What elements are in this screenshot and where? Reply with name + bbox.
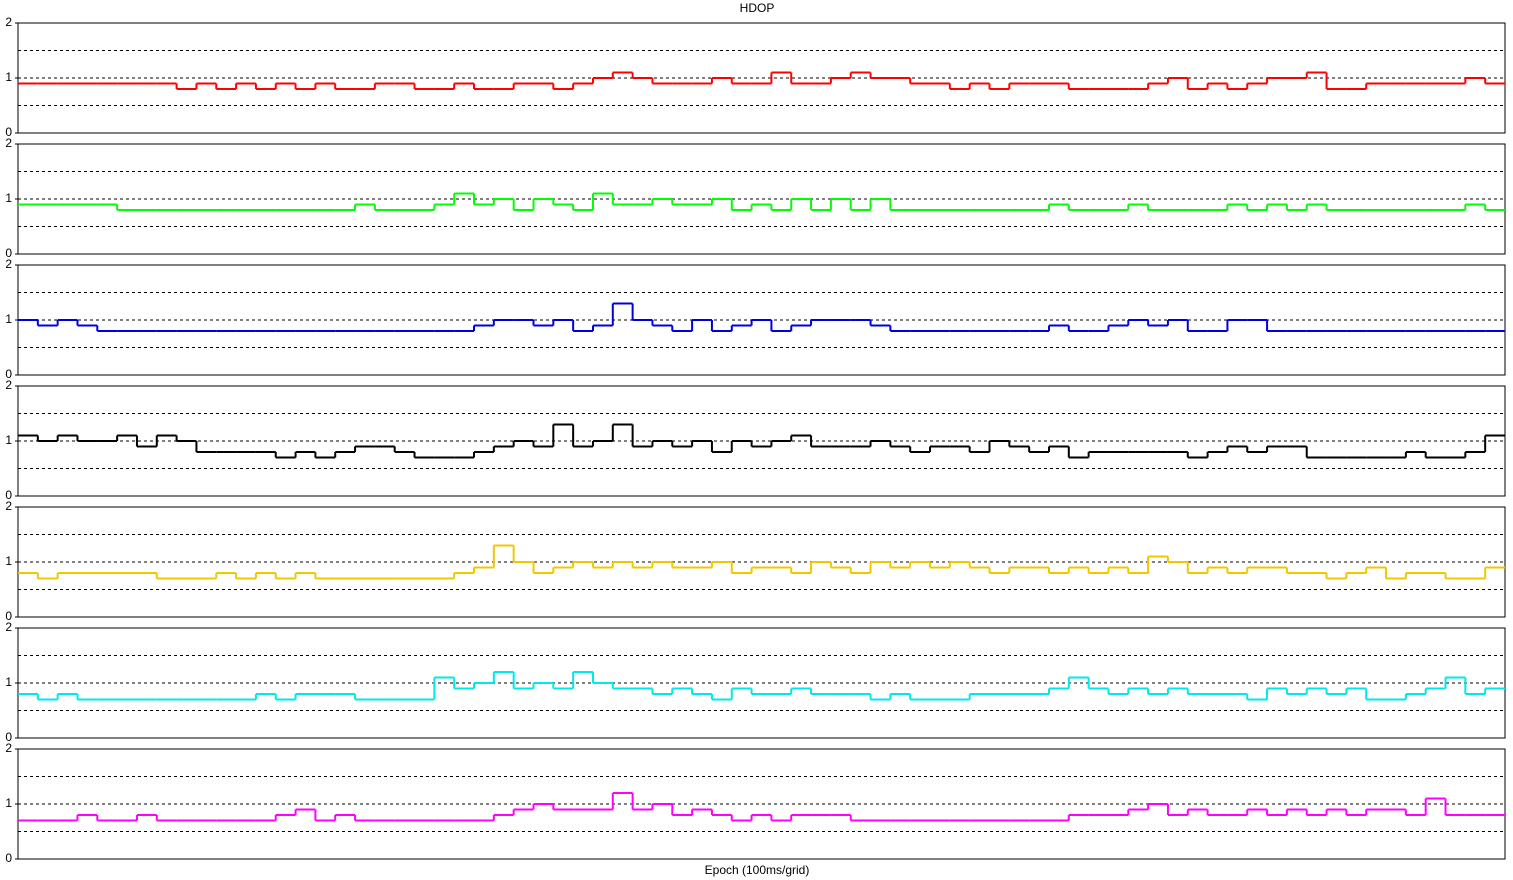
- y-tick-label: 0: [5, 730, 12, 744]
- x-axis-label: Epoch (100ms/grid): [705, 863, 810, 877]
- y-tick-label: 0: [5, 851, 12, 865]
- y-tick-label: 1: [5, 796, 12, 810]
- y-tick-label: 0: [5, 367, 12, 381]
- y-tick-label: 2: [5, 499, 12, 513]
- y-tick-label: 1: [5, 191, 12, 205]
- y-tick-label: 2: [5, 257, 12, 271]
- y-tick-label: 2: [5, 620, 12, 634]
- y-tick-label: 1: [5, 675, 12, 689]
- y-tick-label: 0: [5, 125, 12, 139]
- y-tick-label: 1: [5, 433, 12, 447]
- y-tick-label: 2: [5, 378, 12, 392]
- y-tick-label: 1: [5, 312, 12, 326]
- y-tick-label: 1: [5, 554, 12, 568]
- y-tick-label: 0: [5, 609, 12, 623]
- y-tick-label: 0: [5, 488, 12, 502]
- y-tick-label: 0: [5, 246, 12, 260]
- chart-title: HDOP: [740, 1, 775, 15]
- y-tick-label: 2: [5, 15, 12, 29]
- y-tick-label: 1: [5, 70, 12, 84]
- y-tick-label: 2: [5, 136, 12, 150]
- y-tick-label: 2: [5, 741, 12, 755]
